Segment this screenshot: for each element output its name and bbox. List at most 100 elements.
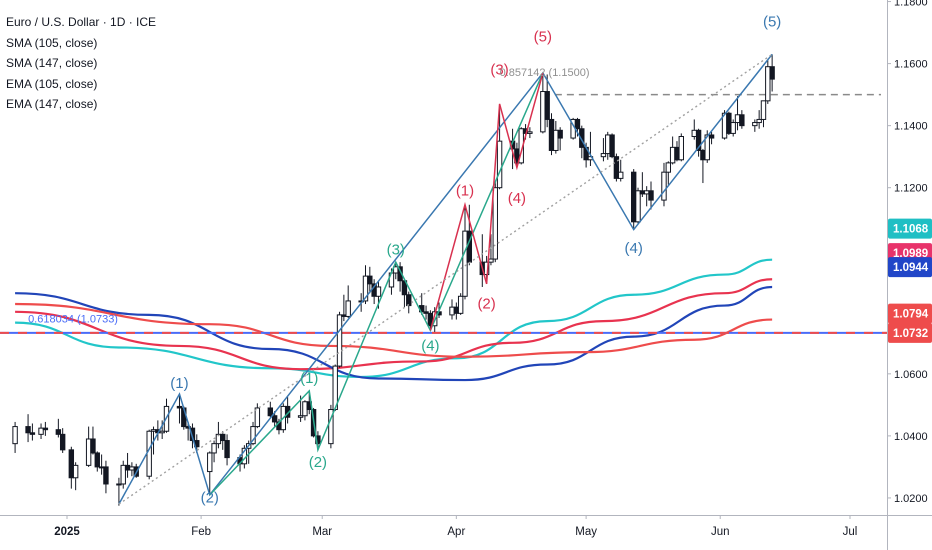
candle-body-73 xyxy=(462,230,468,297)
x-tick-label-2: Feb xyxy=(191,526,211,538)
candle-body-66 xyxy=(423,311,429,314)
candle-body-10 xyxy=(85,438,92,466)
wave-label-6: (4) xyxy=(421,338,439,355)
wave-label-10: (4) xyxy=(508,190,526,207)
candle-body-6 xyxy=(55,429,62,435)
candle-body-34 xyxy=(224,440,230,459)
candle-body-71 xyxy=(453,306,460,314)
y-tick-label-7: 1.1400 xyxy=(894,121,928,133)
price-label-bg-4 xyxy=(888,303,932,324)
candle-body-118 xyxy=(734,114,741,124)
candle-body-30 xyxy=(207,452,213,473)
wave-line-1 xyxy=(118,53,773,505)
candle-body-96 xyxy=(605,134,611,155)
price-label-bg-1 xyxy=(888,218,932,239)
candle-body-20 xyxy=(146,430,152,477)
candle-body-28 xyxy=(189,427,196,442)
candle-body-86 xyxy=(544,91,550,120)
candle-body-103 xyxy=(643,190,650,195)
candle-body-97 xyxy=(609,134,615,158)
candle-body-111 xyxy=(695,129,702,151)
fib-level-label-1: 0.618034 (1.0733) xyxy=(28,314,118,326)
candle-body-100 xyxy=(631,171,637,223)
candle-body-53 xyxy=(341,314,347,317)
candle-body-1 xyxy=(12,426,18,445)
candle-body-27 xyxy=(185,426,191,429)
wave-line-2 xyxy=(209,72,544,496)
candle-body-95 xyxy=(600,153,607,158)
candle-body-112 xyxy=(700,149,706,161)
candle-body-116 xyxy=(726,112,732,134)
candle-body-45 xyxy=(297,415,304,418)
wave-label-3: (3) xyxy=(387,241,405,258)
candle-body-56 xyxy=(362,275,369,302)
chart-legend: Euro / U.S. Dollar · 1D · ICE SMA (105, … xyxy=(6,12,156,115)
legend-ema-147: EMA (147, close) xyxy=(6,97,98,111)
wave-label-12: (4) xyxy=(625,240,643,257)
legend-sma-105: SMA (105, close) xyxy=(6,35,98,50)
candle-body-13 xyxy=(98,466,105,469)
candle-body-64 xyxy=(406,294,412,307)
candle-body-16 xyxy=(120,464,126,485)
candle-body-18 xyxy=(129,466,135,471)
candle-body-25 xyxy=(176,405,183,409)
candle-body-70 xyxy=(449,306,455,316)
wave-lines-layer xyxy=(118,53,773,505)
candle-body-87 xyxy=(548,118,555,151)
price-label-1: 1.1068 xyxy=(893,224,929,236)
candle-body-2 xyxy=(25,426,31,434)
time-axis-background xyxy=(0,516,932,550)
candle-body-23 xyxy=(159,430,165,434)
price-label-3: 1.0944 xyxy=(893,262,929,274)
candle-body-7 xyxy=(59,433,66,451)
price-label-4: 1.0794 xyxy=(893,309,929,321)
legend-title: Euro / U.S. Dollar · 1D · ICE xyxy=(6,15,157,29)
candle-body-77 xyxy=(488,258,494,263)
candle-body-117 xyxy=(730,122,736,134)
candle-body-40 xyxy=(267,407,274,417)
candle-body-52 xyxy=(336,314,343,367)
candle-body-85 xyxy=(540,91,546,133)
candle-body-21 xyxy=(150,429,157,432)
candle-body-11 xyxy=(90,438,96,454)
candle-body-57 xyxy=(367,275,373,285)
y-tick-label-8: 1.1600 xyxy=(894,59,928,71)
candle-body-9 xyxy=(72,464,79,479)
candle-body-50 xyxy=(328,409,334,445)
wave-label-5: (2) xyxy=(309,454,327,471)
y-tick-label-6: 1.1200 xyxy=(894,183,928,195)
candle-body-107 xyxy=(669,146,676,164)
horizontal-line-layer xyxy=(0,93,887,334)
x-tick-label-7: Jul xyxy=(843,526,858,538)
candle-body-120 xyxy=(752,122,758,127)
candle-body-98 xyxy=(613,156,620,179)
candle-body-123 xyxy=(765,66,771,102)
candle-body-101 xyxy=(635,190,641,223)
wave-label-9: (3) xyxy=(490,61,508,78)
price-label-bg-5 xyxy=(888,322,932,343)
candle-body-110 xyxy=(691,129,697,138)
wave-label-1: (1) xyxy=(170,375,188,392)
candle-body-84 xyxy=(527,131,533,134)
wave-line-3 xyxy=(429,72,544,331)
x-tick-label-5: May xyxy=(575,526,597,538)
candle-body-79 xyxy=(496,140,503,189)
candle-body-119 xyxy=(739,114,745,127)
candle-body-113 xyxy=(704,134,710,161)
candle-body-46 xyxy=(302,401,308,417)
wave-label-13: (5) xyxy=(763,13,781,30)
wave-label-11: (5) xyxy=(534,28,552,45)
candle-body-12 xyxy=(94,452,100,468)
moving-average-line-3 xyxy=(15,285,773,382)
candle-body-14 xyxy=(103,466,109,485)
y-tick-label-1: 1.0200 xyxy=(894,493,928,505)
wave-labels-layer: (1) (2) (3) (1) (2) (4) (1) (2) (3) (4) (5) (4) (5) 0… xyxy=(28,13,781,506)
x-tick-label-6: Jun xyxy=(711,526,730,538)
wave-label-4: (1) xyxy=(300,370,318,387)
candle-body-104 xyxy=(648,190,654,201)
candle-body-3 xyxy=(29,432,36,435)
candle-body-59 xyxy=(375,286,382,297)
x-tick-label-1: 2025 xyxy=(54,526,80,538)
